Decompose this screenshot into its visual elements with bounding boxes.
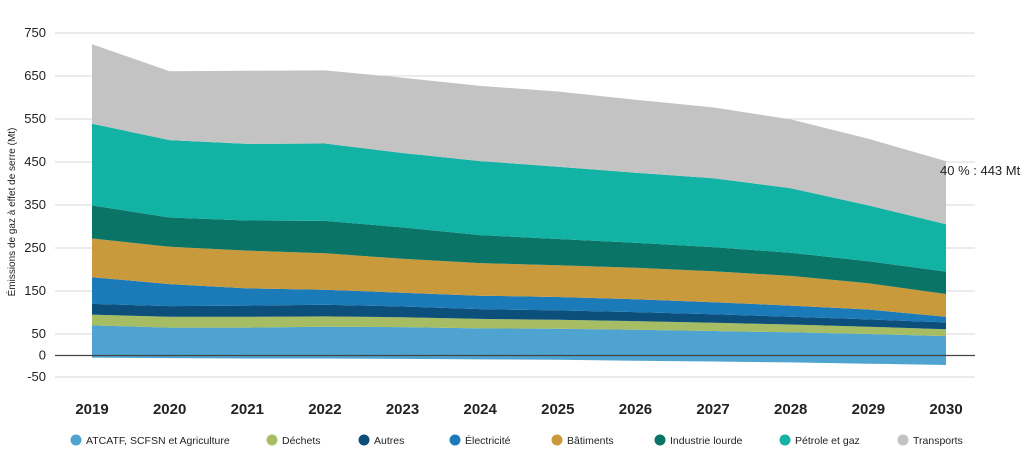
area-series-4 <box>92 238 946 317</box>
legend-item-6: Pétrole et gaz <box>779 434 860 447</box>
area-series-2 <box>92 303 946 330</box>
annotation-label: 40 % : 443 Mt <box>940 163 1021 178</box>
x-tick-label: 2021 <box>231 401 264 418</box>
area-series-3 <box>92 277 946 323</box>
x-tick-label: 2024 <box>463 401 497 418</box>
y-tick-label: -50 <box>27 369 46 384</box>
legend-swatch <box>358 434 370 446</box>
y-tick-label: 450 <box>24 154 46 169</box>
x-tick-label: 2022 <box>308 401 341 418</box>
legend-swatch <box>897 434 909 446</box>
area-series-7 <box>92 44 946 225</box>
legend-swatch <box>779 434 791 446</box>
x-tick-label: 2025 <box>541 401 574 418</box>
y-tick-label: 250 <box>24 240 46 255</box>
legend-swatch <box>266 434 278 446</box>
legend-label: Industrie lourde <box>670 435 743 447</box>
legend-label: Pétrole et gaz <box>795 435 860 447</box>
legend-swatch <box>449 434 461 446</box>
y-tick-label: 350 <box>24 197 46 212</box>
y-tick-label: 50 <box>32 326 46 341</box>
legend-item-1: Déchets <box>266 434 321 447</box>
legend-label: Déchets <box>282 435 321 447</box>
legend-label: Bâtiments <box>567 435 614 447</box>
y-tick-label: 750 <box>24 25 46 40</box>
y-tick-label: 0 <box>39 348 46 363</box>
x-tick-label: 2023 <box>386 401 419 418</box>
y-tick-label: 150 <box>24 283 46 298</box>
legend-label: ATCATF, SCFSN et Agriculture <box>86 435 230 447</box>
area-layer <box>92 44 946 365</box>
y-tick-label: 650 <box>24 68 46 83</box>
legend-swatch <box>70 434 82 446</box>
x-tick-label: 2026 <box>619 401 652 418</box>
legend-item-5: Industrie lourde <box>654 434 743 447</box>
x-tick-label: 2019 <box>75 401 108 418</box>
x-tick-label: 2028 <box>774 401 807 418</box>
area-series-1 <box>92 314 946 337</box>
legend-label: Électricité <box>465 434 511 447</box>
legend-item-3: Électricité <box>449 434 511 447</box>
y-tick-label: 550 <box>24 111 46 126</box>
x-tick-label: 2029 <box>852 401 885 418</box>
x-tick-label: 2020 <box>153 401 186 418</box>
x-tick-label: 2027 <box>696 401 729 418</box>
legend-swatch <box>654 434 666 446</box>
legend-item-4: Bâtiments <box>551 434 614 447</box>
legend-swatch <box>551 434 563 446</box>
legend-label: Autres <box>374 435 404 447</box>
legend-item-7: Transports <box>897 434 963 447</box>
legend-item-2: Autres <box>358 434 404 447</box>
area-series-6 <box>92 123 946 272</box>
legend-label: Transports <box>913 435 963 447</box>
legend-item-0: ATCATF, SCFSN et Agriculture <box>70 434 230 447</box>
area-series-5 <box>92 205 946 294</box>
y-axis-label: Émissions de gaz à effet de serre (Mt) <box>5 128 18 297</box>
x-tick-label: 2030 <box>929 401 962 418</box>
legend: ATCATF, SCFSN et Agriculture Déchets Autre… <box>70 434 963 447</box>
axis-layer: -50 0 50 150 250 350 450 550 650 750 2019 2020 2021 2… <box>24 25 975 418</box>
